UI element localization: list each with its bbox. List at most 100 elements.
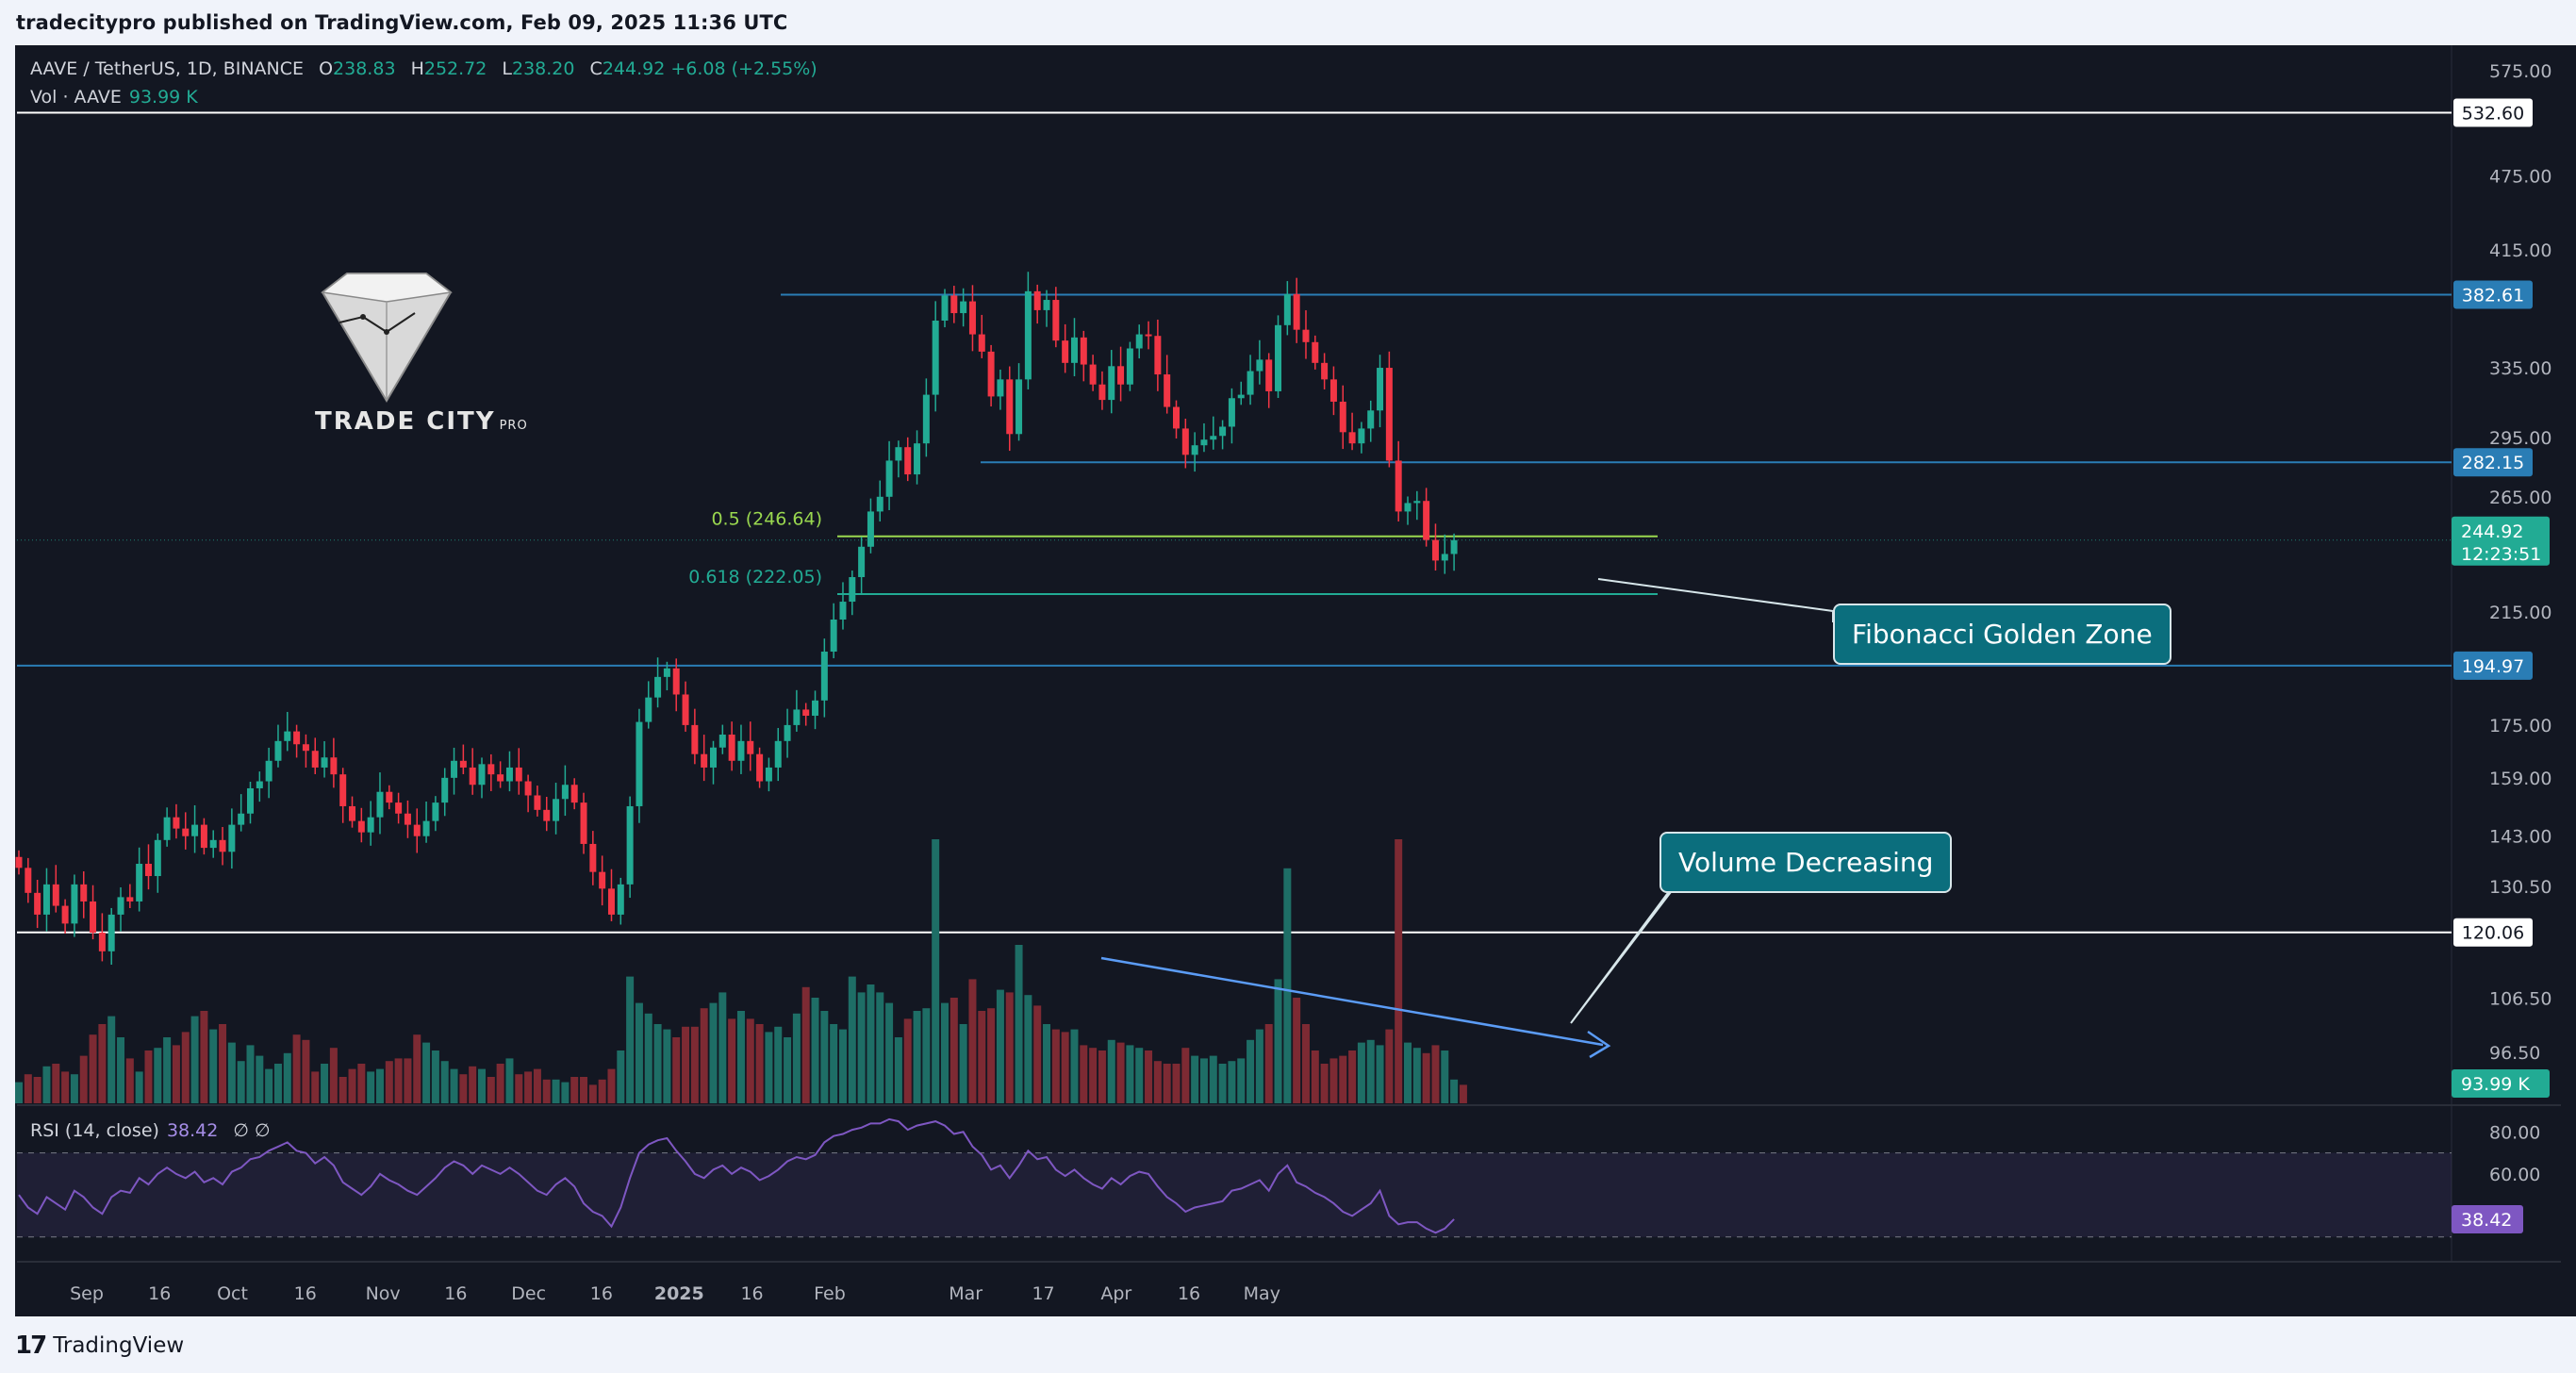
volume-bar bbox=[792, 1013, 801, 1103]
logo-text: TRADE CITY PRO bbox=[315, 407, 528, 436]
candle-body bbox=[839, 602, 847, 620]
candle-body bbox=[274, 740, 282, 761]
volume-bar bbox=[385, 1061, 393, 1103]
volume-bar bbox=[746, 1018, 754, 1103]
volume-bar bbox=[1311, 1050, 1319, 1103]
volume-bar bbox=[135, 1071, 143, 1103]
candle-body bbox=[505, 767, 513, 782]
volume-bar bbox=[959, 1024, 967, 1103]
change-value: +6.08 (+2.55%) bbox=[670, 58, 817, 79]
price-axis-tick: 335.00 bbox=[2489, 358, 2551, 379]
symbol-legend[interactable]: AAVE / TetherUS, 1D, BINANCE O238.83 H25… bbox=[30, 58, 817, 79]
time-axis-tick: 16 bbox=[1178, 1283, 1200, 1304]
candle-body bbox=[98, 933, 106, 951]
volume-bar bbox=[15, 1082, 23, 1103]
volume-bar bbox=[784, 1037, 792, 1103]
volume-bar bbox=[302, 1039, 310, 1103]
volume-bar bbox=[1255, 1029, 1263, 1103]
volume-bar bbox=[1459, 1084, 1467, 1103]
volume-bar bbox=[1320, 1064, 1329, 1103]
candle-body bbox=[1135, 334, 1143, 349]
candle-body bbox=[543, 809, 551, 821]
low-label: L bbox=[502, 58, 512, 79]
candle-body bbox=[1275, 324, 1282, 391]
price-axis-tick: 130.50 bbox=[2489, 877, 2551, 898]
volume-bar bbox=[820, 1011, 829, 1103]
rsi-legend[interactable]: RSI (14, close) 38.42 ∅ ∅ bbox=[30, 1120, 271, 1141]
candle-body bbox=[321, 757, 328, 768]
volume-label[interactable]: Vol · AAVE bbox=[30, 87, 122, 108]
candle-body bbox=[922, 394, 930, 444]
candle-body bbox=[941, 295, 949, 321]
volume-bar bbox=[367, 1071, 375, 1103]
fib-level-label: 0.618 (222.05) bbox=[688, 567, 822, 587]
candle-body bbox=[256, 781, 263, 788]
volume-bar bbox=[1422, 1052, 1430, 1103]
candle-body bbox=[812, 700, 819, 716]
candle-body bbox=[636, 721, 643, 806]
volume-legend[interactable]: Vol · AAVE 93.99 K bbox=[30, 87, 198, 108]
volume-bar bbox=[1431, 1045, 1440, 1103]
time-axis-tick: May bbox=[1244, 1283, 1280, 1304]
volume-bar bbox=[1126, 1045, 1134, 1103]
symbol-name[interactable]: AAVE / TetherUS, 1D, BINANCE bbox=[30, 58, 305, 79]
volume-bar bbox=[440, 1061, 449, 1103]
candle-body bbox=[1404, 503, 1412, 512]
candle-body bbox=[1237, 394, 1245, 399]
volume-bar bbox=[219, 1024, 227, 1103]
volume-bar bbox=[1348, 1050, 1357, 1103]
candle-body bbox=[968, 301, 976, 335]
volume-bar bbox=[682, 1026, 690, 1103]
volume-bar bbox=[1098, 1050, 1106, 1103]
volume-bar bbox=[144, 1050, 153, 1103]
candle-body bbox=[1210, 436, 1217, 440]
volume-bar bbox=[1051, 1029, 1060, 1103]
candle-body bbox=[904, 447, 912, 475]
volume-bar bbox=[1181, 1048, 1190, 1103]
candle-body bbox=[728, 734, 735, 761]
candle-body bbox=[626, 805, 634, 885]
candle-body bbox=[1033, 290, 1041, 310]
tradingview-name: TradingView bbox=[53, 1333, 185, 1358]
volume-bar bbox=[617, 1050, 625, 1103]
candle-body bbox=[154, 839, 161, 877]
candle-body bbox=[395, 802, 403, 814]
price-axis-tick: 143.00 bbox=[2489, 827, 2551, 848]
candle-body bbox=[987, 351, 995, 397]
volume-bar bbox=[1070, 1029, 1079, 1103]
candle-body bbox=[885, 460, 893, 497]
volume-bar bbox=[154, 1048, 162, 1103]
publish-text: tradecitypro published on TradingView.co… bbox=[16, 11, 788, 34]
candle-body bbox=[1385, 368, 1393, 461]
fibonacci-golden-zone-callout[interactable]: Fibonacci Golden Zone bbox=[1833, 604, 2171, 665]
close-label: C bbox=[589, 58, 603, 79]
candle-body bbox=[1024, 290, 1032, 380]
volume-tag bbox=[2452, 1069, 2550, 1098]
candle-body bbox=[654, 676, 662, 698]
time-axis-tick: 17 bbox=[1032, 1283, 1054, 1304]
volume-bar bbox=[728, 1018, 736, 1103]
volume-bar bbox=[885, 1002, 894, 1103]
time-axis-tick: 16 bbox=[590, 1283, 613, 1304]
fib-level-label: 0.5 (246.64) bbox=[711, 509, 822, 530]
footer-bar: 17 TradingView bbox=[0, 1316, 2576, 1373]
tradingview-logo[interactable]: 17 TradingView bbox=[15, 1332, 184, 1360]
volume-bar bbox=[626, 976, 635, 1103]
volume-trend-arrow bbox=[1100, 956, 1604, 1047]
rsi-label[interactable]: RSI (14, close) bbox=[30, 1120, 159, 1141]
volume-bar bbox=[718, 992, 727, 1103]
volume-bar bbox=[1135, 1048, 1144, 1103]
volume-bar bbox=[644, 1013, 652, 1103]
volume-bar bbox=[1116, 1042, 1125, 1103]
time-axis-tick: Oct bbox=[217, 1283, 248, 1304]
volume-decreasing-callout[interactable]: Volume Decreasing bbox=[1660, 832, 1953, 893]
candle-body bbox=[386, 791, 393, 803]
candle-body bbox=[126, 897, 134, 902]
volume-bar bbox=[524, 1071, 533, 1103]
candle-body bbox=[1200, 439, 1208, 446]
volume-bar bbox=[487, 1077, 495, 1103]
volume-bar bbox=[1153, 1061, 1162, 1103]
volume-bar bbox=[1376, 1045, 1384, 1103]
close-value: 244.92 bbox=[602, 58, 666, 79]
